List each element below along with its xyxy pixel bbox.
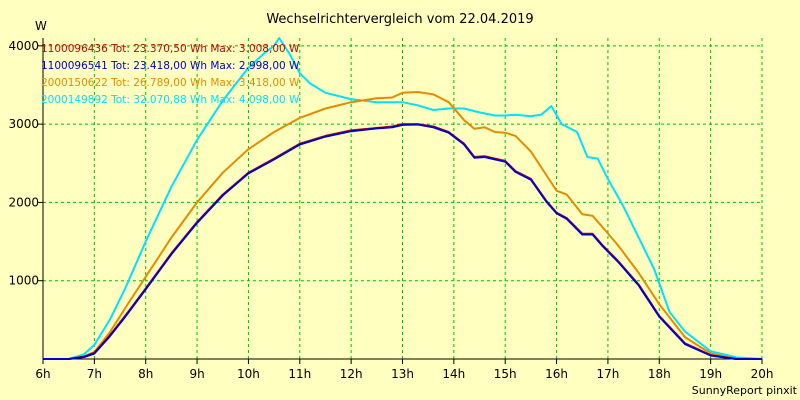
y-axis-ticks: 1000 2000 3000 4000 — [8, 39, 43, 288]
x-tick-label: 18h — [648, 367, 671, 381]
x-tick-label: 16h — [545, 367, 568, 381]
x-axis-ticks: 6h 7h 8h 9h 10h 11h 12h 13h 14h 15h 16h 17h 18h 19h 20… — [35, 359, 773, 381]
x-tick-label: 12h — [340, 367, 363, 381]
legend-entry-2000149892: 2000149892 Tot: 32.070,88 Wh Max: 4.098,… — [41, 94, 300, 106]
series-line-1100096541 — [43, 123, 762, 360]
x-tick-label: 8h — [138, 367, 153, 381]
series-lines — [43, 37, 763, 360]
x-tick-label: 15h — [494, 367, 517, 381]
x-tick-label: 7h — [87, 367, 102, 381]
y-tick-label: 1000 — [8, 274, 39, 288]
x-tick-label: 20h — [751, 367, 774, 381]
x-tick-label: 9h — [189, 367, 204, 381]
y-tick-label: 2000 — [8, 195, 39, 209]
x-tick-label: 6h — [35, 367, 50, 381]
series-line-2000149892 — [43, 37, 763, 360]
x-tick-label: 14h — [442, 367, 465, 381]
x-tick-label: 17h — [596, 367, 619, 381]
footer-credit: SunnyReport pinxit — [692, 384, 798, 397]
legend-entry-1100096436: 1100096436 Tot: 23.370,50 Wh Max: 3.008,… — [41, 43, 300, 55]
y-tick-label: 4000 — [8, 39, 39, 53]
legend-entry-1100096541: 1100096541 Tot: 23.418,00 Wh Max: 2.998,… — [41, 60, 300, 72]
chart-title: Wechselrichtervergleich vom 22.04.2019 — [266, 12, 533, 27]
x-tick-label: 19h — [699, 367, 722, 381]
series-line-2000150622 — [43, 91, 762, 360]
y-axis-unit-label: W — [35, 19, 47, 33]
legend-entry-2000150622: 2000150622 Tot: 26.789,00 Wh Max: 3.418,… — [41, 77, 300, 89]
x-tick-label: 11h — [288, 367, 311, 381]
x-tick-label: 10h — [237, 367, 260, 381]
x-tick-label: 13h — [391, 367, 414, 381]
legend: 1100096436 Tot: 23.370,50 Wh Max: 3.008,… — [41, 43, 300, 106]
y-tick-label: 3000 — [8, 117, 39, 131]
